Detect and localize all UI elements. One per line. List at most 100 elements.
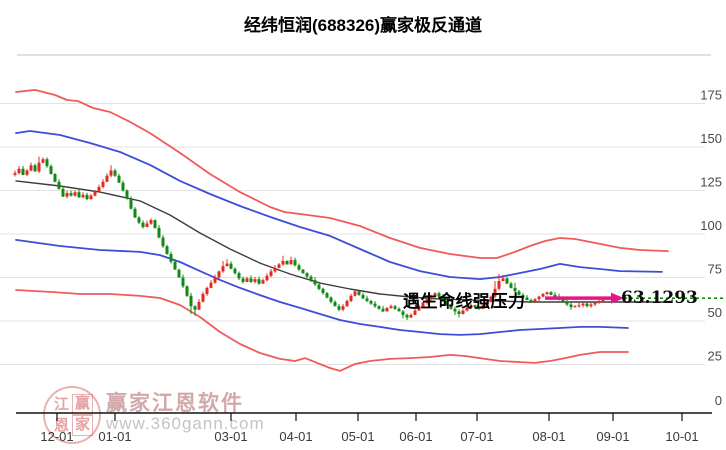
candle	[277, 264, 281, 268]
y-tick-label: 0	[715, 393, 722, 408]
y-tick-label: 150	[700, 131, 722, 146]
candle	[221, 266, 225, 272]
candle	[193, 306, 197, 310]
candle	[285, 261, 289, 265]
candle	[513, 287, 517, 292]
candle	[21, 168, 25, 175]
candle	[565, 301, 569, 305]
candle	[481, 305, 485, 309]
channel-line-trend-line-middle	[15, 180, 669, 303]
x-tick-label: 03-01	[214, 429, 247, 444]
candle	[317, 284, 321, 289]
candle	[33, 165, 37, 172]
candle	[177, 269, 181, 278]
candle	[417, 306, 421, 311]
candle	[25, 170, 29, 175]
candle	[581, 303, 585, 306]
candle	[89, 195, 93, 200]
candle	[169, 254, 173, 262]
candle	[305, 273, 309, 277]
y-tick-label: 125	[700, 175, 722, 190]
candle	[521, 294, 525, 298]
seal-char: 恩	[53, 417, 69, 434]
candle	[421, 302, 425, 307]
seal-char: 家	[72, 415, 93, 436]
candle	[353, 291, 357, 296]
candle	[37, 162, 41, 172]
candle	[49, 166, 53, 174]
candle	[433, 293, 437, 296]
candle	[113, 170, 117, 176]
last-price-label: 63.1293	[621, 288, 698, 308]
candle	[401, 311, 405, 315]
candle	[533, 299, 537, 302]
candle	[69, 193, 73, 196]
candle	[593, 302, 597, 305]
candle	[17, 168, 21, 174]
candle	[449, 305, 453, 309]
candle	[541, 294, 545, 297]
x-tick-label: 09-01	[596, 429, 629, 444]
candle	[229, 263, 233, 269]
candle	[457, 311, 461, 314]
candle	[341, 306, 345, 310]
candle	[429, 295, 433, 300]
candle	[249, 278, 253, 282]
candle	[241, 278, 245, 282]
candle	[257, 279, 261, 284]
candle	[265, 275, 269, 281]
candle	[157, 227, 161, 238]
candle	[93, 191, 97, 196]
seal-char: 江	[53, 396, 69, 413]
candle	[425, 299, 429, 303]
candle	[361, 294, 365, 299]
candle	[197, 301, 201, 310]
candle	[145, 223, 149, 228]
candle	[493, 288, 497, 297]
candle	[561, 299, 565, 302]
candle	[109, 170, 113, 176]
candle	[529, 300, 533, 302]
candle	[549, 292, 553, 295]
candle	[29, 165, 33, 171]
candle	[313, 280, 317, 285]
candle	[121, 182, 125, 191]
candle	[57, 181, 61, 189]
candle	[301, 269, 305, 274]
signal-arrow-head	[611, 292, 624, 304]
candle	[325, 293, 329, 298]
candle	[233, 268, 237, 274]
candle	[405, 314, 409, 318]
x-tick-label: 07-01	[460, 429, 493, 444]
seal-char: 赢	[72, 394, 93, 415]
candle	[329, 297, 333, 302]
candle	[509, 283, 513, 288]
candle	[337, 306, 341, 310]
candle	[245, 278, 249, 282]
candle	[41, 159, 45, 163]
channel-line-outer-rail-lower	[15, 289, 629, 372]
candle	[165, 246, 169, 254]
chart-title: 经纬恒润(688326)赢家极反通道	[243, 16, 483, 35]
candle	[369, 301, 373, 304]
candle	[537, 296, 541, 300]
candle	[65, 193, 69, 197]
candle	[73, 192, 77, 196]
candle	[209, 282, 213, 288]
candle	[365, 298, 369, 301]
candle	[85, 194, 89, 200]
candle	[461, 310, 465, 315]
candle	[189, 295, 193, 307]
watermark-brand: 赢家江恩软件	[106, 392, 244, 415]
annotation-life-line-resistance: 遇生命线强压力	[403, 292, 526, 311]
watermark-seal-logo: 江 赢 恩 家	[43, 386, 101, 444]
candle	[573, 306, 577, 308]
candle	[525, 297, 529, 301]
candle	[497, 281, 501, 289]
candle	[273, 267, 277, 272]
candle	[345, 301, 349, 307]
candle	[333, 301, 337, 307]
